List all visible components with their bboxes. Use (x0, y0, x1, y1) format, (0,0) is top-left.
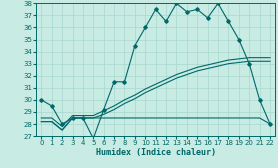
X-axis label: Humidex (Indice chaleur): Humidex (Indice chaleur) (96, 148, 216, 157)
